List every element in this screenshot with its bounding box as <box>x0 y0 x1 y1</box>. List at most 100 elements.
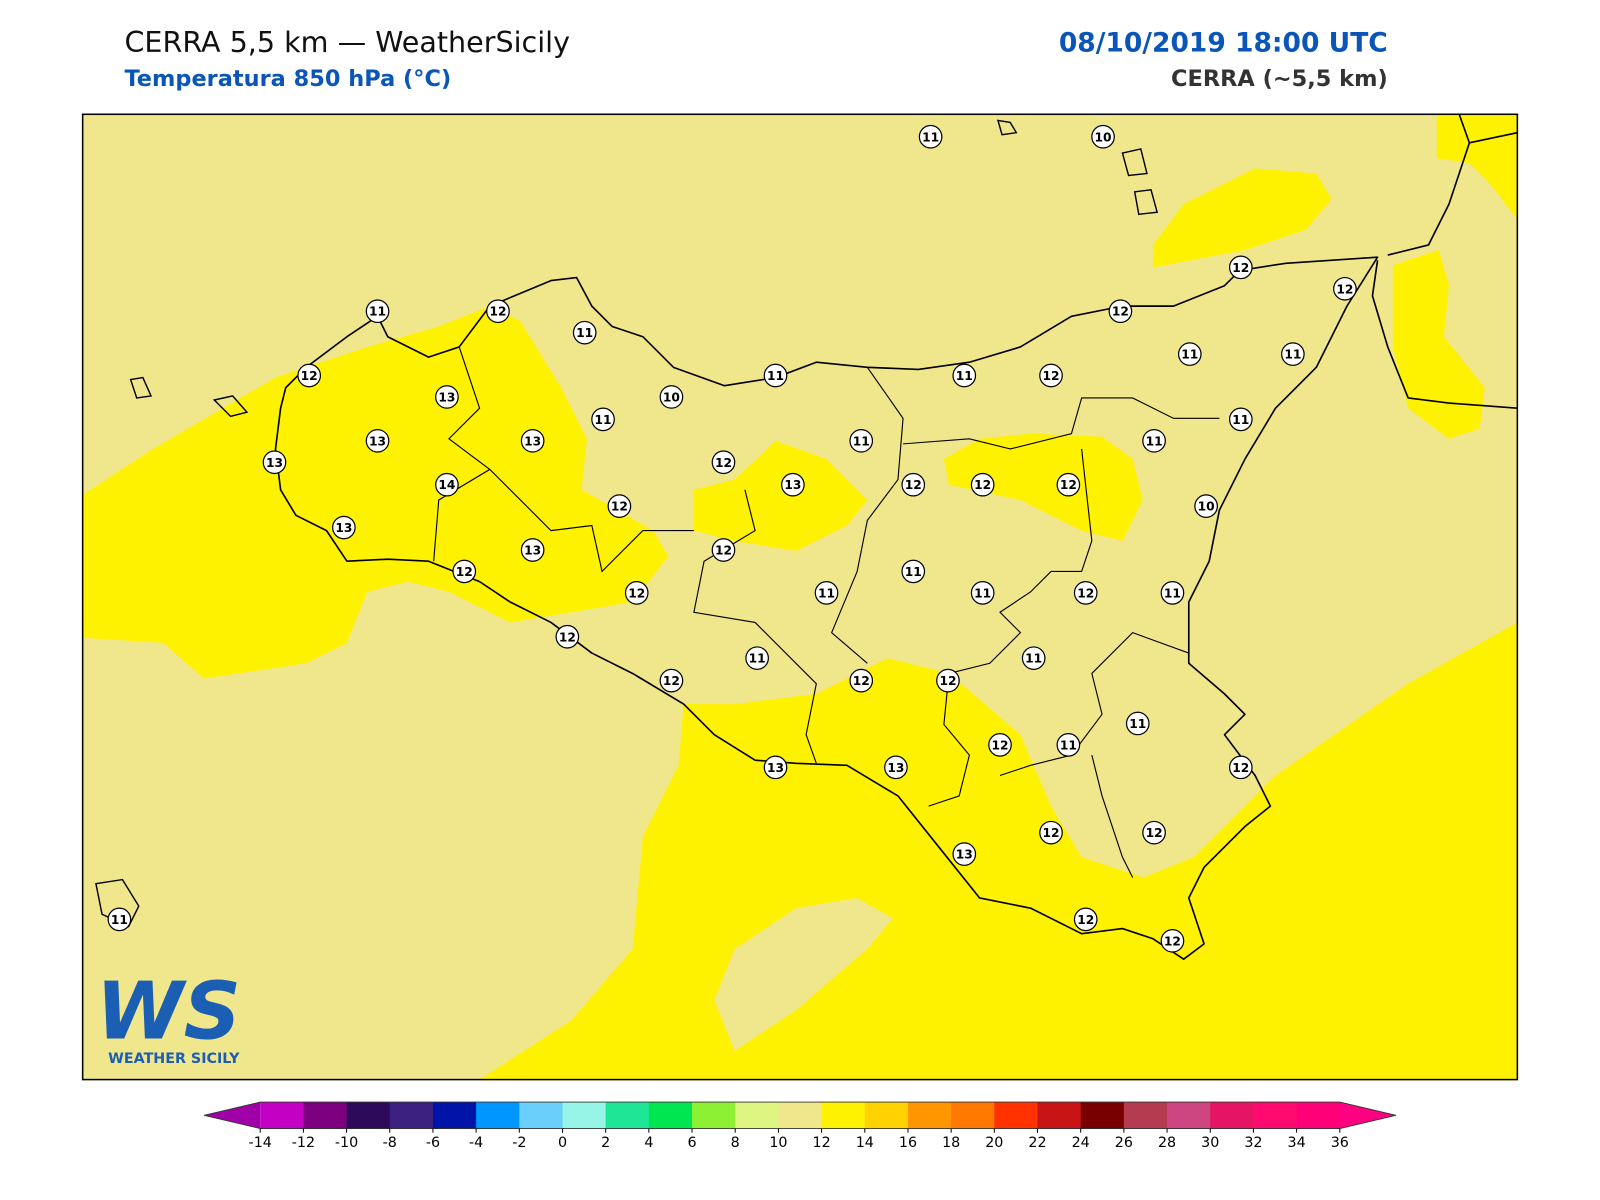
colorbar: -14 -12 -10 -8 -6 -4 -2 0 2 4 6 8 10 12 14 16 18 20 22 24 26… <box>203 1101 1397 1151</box>
colorbar-tick-label: -4 <box>469 1135 483 1151</box>
station-marker <box>1091 124 1115 149</box>
station-marker <box>884 755 908 780</box>
islands <box>95 119 1159 928</box>
station-value: 12 <box>939 674 956 688</box>
station-value: 12 <box>1164 934 1181 948</box>
colorbar-tick-label: 28 <box>1158 1135 1176 1151</box>
colorbar-box <box>346 1102 391 1129</box>
station-value: 13 <box>369 434 386 448</box>
station-marker <box>332 515 356 540</box>
colorbar-tick-label: 24 <box>1072 1135 1090 1151</box>
colorbar-box <box>951 1102 995 1129</box>
station-marker <box>1073 581 1098 605</box>
station-value: 12 <box>1043 826 1060 840</box>
colorbar-tick-label: 22 <box>1028 1135 1046 1151</box>
colorbar-box <box>476 1102 520 1129</box>
station-value: 10 <box>1095 130 1112 144</box>
colorbar-box <box>562 1102 607 1129</box>
station-value: 12 <box>456 565 473 579</box>
colorbar-box <box>1296 1102 1341 1129</box>
colorbar-over <box>1339 1102 1396 1129</box>
colorbar-box <box>1123 1102 1168 1129</box>
station-value: 12 <box>1146 826 1163 840</box>
station-marker <box>1281 342 1305 366</box>
station-marker <box>745 646 769 670</box>
station-marker <box>1160 928 1185 953</box>
station-value: 12 <box>1060 478 1077 492</box>
station-value: 13 <box>767 761 784 775</box>
station-value: 11 <box>974 586 991 600</box>
station-marker <box>555 624 580 649</box>
station-marker <box>970 581 995 605</box>
station-value: 14 <box>438 478 455 492</box>
station-marker <box>849 428 874 453</box>
colorbar-box <box>821 1102 866 1129</box>
station-value: 12 <box>974 478 991 492</box>
colorbar-box <box>1037 1102 1082 1129</box>
sicily-coast <box>274 256 1379 961</box>
colorbar-box <box>519 1102 563 1129</box>
station-marker <box>1228 255 1253 280</box>
map-frame <box>81 113 1519 1081</box>
station-value: 11 <box>576 326 593 340</box>
station-value: 13 <box>784 478 801 492</box>
colorbar-box <box>778 1102 823 1129</box>
colorbar-box <box>648 1102 693 1129</box>
station-marker <box>849 668 874 693</box>
station-marker <box>1160 581 1185 605</box>
colorbar-tick-label: 16 <box>899 1135 917 1151</box>
station-marker <box>659 385 684 409</box>
station-marker <box>365 299 390 324</box>
station-value: 11 <box>1146 434 1163 448</box>
station-marker <box>970 472 995 497</box>
station-value: 12 <box>991 738 1008 752</box>
station-value: 11 <box>818 586 835 600</box>
colorbar-box <box>1080 1102 1125 1129</box>
station-value: 12 <box>1336 282 1353 296</box>
colorbar-box <box>389 1102 434 1129</box>
station-value: 12 <box>1112 305 1129 319</box>
station-marker <box>711 538 736 562</box>
station-value: 12 <box>715 456 732 470</box>
subtitle: Temperatura 850 hPa (°C) <box>124 66 451 92</box>
colorbar-box <box>692 1102 736 1129</box>
station-value: 11 <box>1164 586 1181 600</box>
station-value: 13 <box>438 390 455 404</box>
colorbar-tick-label: 30 <box>1201 1135 1219 1151</box>
colorbar-box <box>260 1102 304 1129</box>
station-value: 12 <box>611 500 628 514</box>
colorbar-tick-label: 34 <box>1288 1135 1306 1151</box>
station-value: 11 <box>1129 717 1146 731</box>
colorbar-under <box>204 1102 261 1129</box>
station-marker <box>918 124 943 149</box>
station-value: 13 <box>524 434 541 448</box>
colorbar-tick-label: 6 <box>688 1135 697 1151</box>
station-value: 12 <box>1232 261 1249 275</box>
model-label: CERRA (~5,5 km) <box>1171 66 1388 92</box>
station-value: 11 <box>1181 348 1198 362</box>
colorbar-tick-label: 20 <box>985 1135 1003 1151</box>
station-marker <box>901 559 926 584</box>
station-value: 12 <box>559 630 576 644</box>
station-marker <box>365 428 390 453</box>
colorbar-box <box>1253 1102 1298 1129</box>
colorbar-tick-label: 8 <box>731 1135 740 1151</box>
station-marker <box>1021 646 1046 670</box>
station-value: 13 <box>956 848 973 862</box>
station-marker <box>262 450 287 475</box>
station-marker <box>1228 407 1253 432</box>
colorbar-tick-label: 12 <box>813 1135 831 1151</box>
station-marker <box>591 407 615 432</box>
colorbar-tick-label: -8 <box>383 1135 397 1151</box>
station-marker <box>1108 299 1133 324</box>
colorbar-box <box>1210 1102 1254 1129</box>
colorbar-box <box>864 1102 909 1129</box>
colorbar-box <box>303 1102 348 1129</box>
logo-mark: WS <box>96 964 241 1057</box>
station-marker <box>936 668 960 693</box>
station-marker <box>486 299 510 324</box>
colorbar-tick-label: 14 <box>856 1135 874 1151</box>
station-marker <box>1056 733 1081 757</box>
station-marker <box>435 385 459 409</box>
